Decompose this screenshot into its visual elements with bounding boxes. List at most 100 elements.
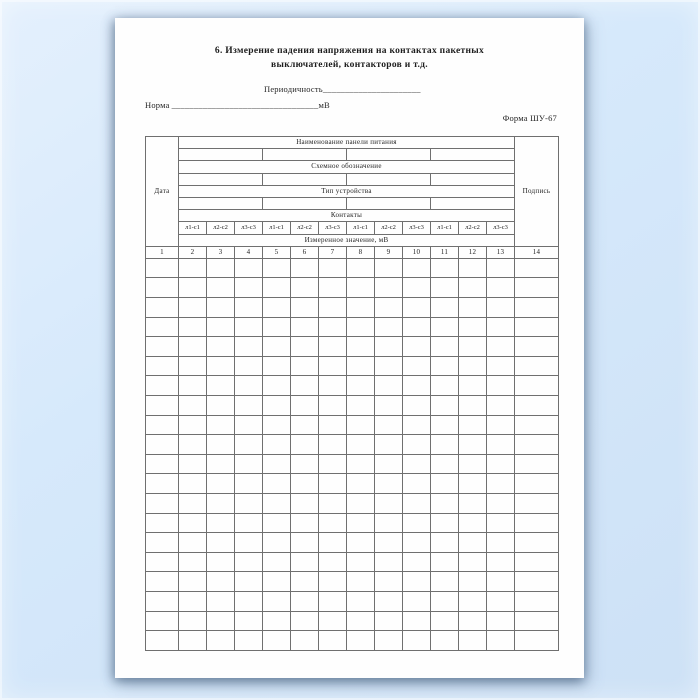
empty-data-cell	[486, 395, 515, 416]
empty-data-cell	[178, 355, 207, 377]
empty-data-cell	[178, 375, 207, 397]
empty-data-cell	[145, 336, 179, 357]
empty-data-cell	[178, 493, 207, 514]
column-number-cell: 4	[234, 245, 263, 259]
empty-data-cell	[346, 355, 375, 377]
column-number-cell: 5	[262, 245, 291, 259]
empty-data-cell	[206, 355, 235, 377]
table-row	[145, 297, 559, 318]
document-title-line2: выключателей, контакторов и т.д.	[271, 60, 428, 70]
empty-data-cell	[374, 610, 403, 632]
empty-data-cell	[262, 571, 291, 592]
empty-data-cell	[486, 355, 515, 377]
empty-data-cell	[430, 473, 459, 494]
empty-data-cell	[262, 630, 291, 651]
empty-data-cell	[178, 395, 207, 416]
column-number-cell: 6	[290, 245, 319, 259]
column-number-cell: 12	[458, 245, 487, 259]
panel-name-blank-row	[146, 148, 559, 162]
empty-data-cell	[374, 551, 403, 573]
empty-data-cell	[234, 395, 263, 416]
empty-data-cell	[290, 453, 319, 475]
empty-data-cell	[206, 453, 235, 475]
empty-data-cell	[290, 571, 319, 592]
empty-data-cell	[402, 257, 431, 279]
empty-data-cell	[458, 571, 487, 592]
empty-data-cell	[486, 434, 515, 455]
empty-data-cell	[262, 414, 291, 436]
contact-labels-row: л1-с1 л2-с2 л3-с3 л1-с1 л2-с2 л3-с3 л1-с1 л2-с2…	[146, 221, 559, 235]
empty-data-cell	[402, 277, 431, 299]
empty-data-cell	[346, 414, 375, 436]
empty-data-cell	[262, 532, 291, 553]
empty-data-cell	[262, 512, 291, 534]
empty-data-cell	[262, 453, 291, 475]
column-number-cell: 7	[318, 245, 347, 259]
empty-data-cell	[318, 610, 347, 632]
empty-data-cell	[458, 590, 487, 612]
empty-data-cell	[430, 532, 459, 553]
empty-data-cell	[458, 512, 487, 534]
empty-data-cell	[206, 512, 235, 534]
empty-data-cell	[145, 453, 179, 475]
empty-data-cell	[514, 571, 559, 592]
empty-data-cell	[430, 355, 459, 377]
empty-data-cell	[206, 395, 235, 416]
empty-data-cell	[206, 414, 235, 436]
empty-data-cell	[234, 590, 263, 612]
blank-group-cell	[346, 172, 431, 186]
empty-data-cell	[290, 493, 319, 514]
empty-data-cell	[346, 473, 375, 494]
empty-data-cell	[262, 297, 291, 318]
date-column-header: Дата	[145, 136, 179, 247]
empty-data-cell	[234, 493, 263, 514]
empty-data-cell	[346, 571, 375, 592]
empty-data-cell	[178, 414, 207, 436]
empty-data-cell	[458, 414, 487, 436]
empty-data-cell	[290, 532, 319, 553]
empty-data-cell	[318, 630, 347, 651]
empty-data-cell	[430, 590, 459, 612]
empty-data-cell	[430, 297, 459, 318]
table-row	[145, 453, 559, 475]
empty-data-cell	[178, 532, 207, 553]
blank-group-cell	[178, 196, 263, 211]
table-row	[145, 355, 559, 377]
blank-group-cell	[430, 148, 515, 162]
empty-data-cell	[346, 434, 375, 455]
empty-data-cell	[206, 473, 235, 494]
empty-data-cell	[262, 493, 291, 514]
blank-group-cell	[262, 196, 347, 211]
empty-data-cell	[145, 590, 179, 612]
empty-data-cell	[234, 297, 263, 318]
empty-data-cell	[290, 297, 319, 318]
table-row	[145, 590, 559, 612]
empty-data-cell	[374, 297, 403, 318]
empty-data-cell	[206, 571, 235, 592]
norm-label: Норма	[145, 100, 170, 110]
empty-data-cell	[318, 434, 347, 455]
empty-data-cell	[318, 473, 347, 494]
empty-data-cell	[318, 493, 347, 514]
empty-data-cell	[486, 473, 515, 494]
empty-data-cell	[178, 473, 207, 494]
empty-data-cell	[514, 493, 559, 514]
empty-data-cell	[514, 434, 559, 455]
empty-data-cell	[374, 395, 403, 416]
blank-group-cell	[178, 148, 263, 162]
empty-data-cell	[262, 473, 291, 494]
empty-data-cell	[145, 473, 179, 494]
table-row	[145, 571, 559, 592]
empty-data-cell	[234, 551, 263, 573]
empty-data-cell	[486, 512, 515, 534]
contact-label-cell: л1-с1	[430, 221, 459, 235]
contact-label-cell: л3-с3	[318, 221, 347, 235]
empty-data-cell	[374, 336, 403, 357]
empty-data-cell	[346, 297, 375, 318]
schematic-designation-header: Схемное обозначение	[178, 160, 515, 174]
measurement-table: Дата Наименование панели питания Подпись…	[145, 135, 559, 651]
empty-data-cell	[234, 355, 263, 377]
empty-data-cell	[234, 473, 263, 494]
empty-data-cell	[206, 590, 235, 612]
empty-data-cell	[262, 434, 291, 455]
